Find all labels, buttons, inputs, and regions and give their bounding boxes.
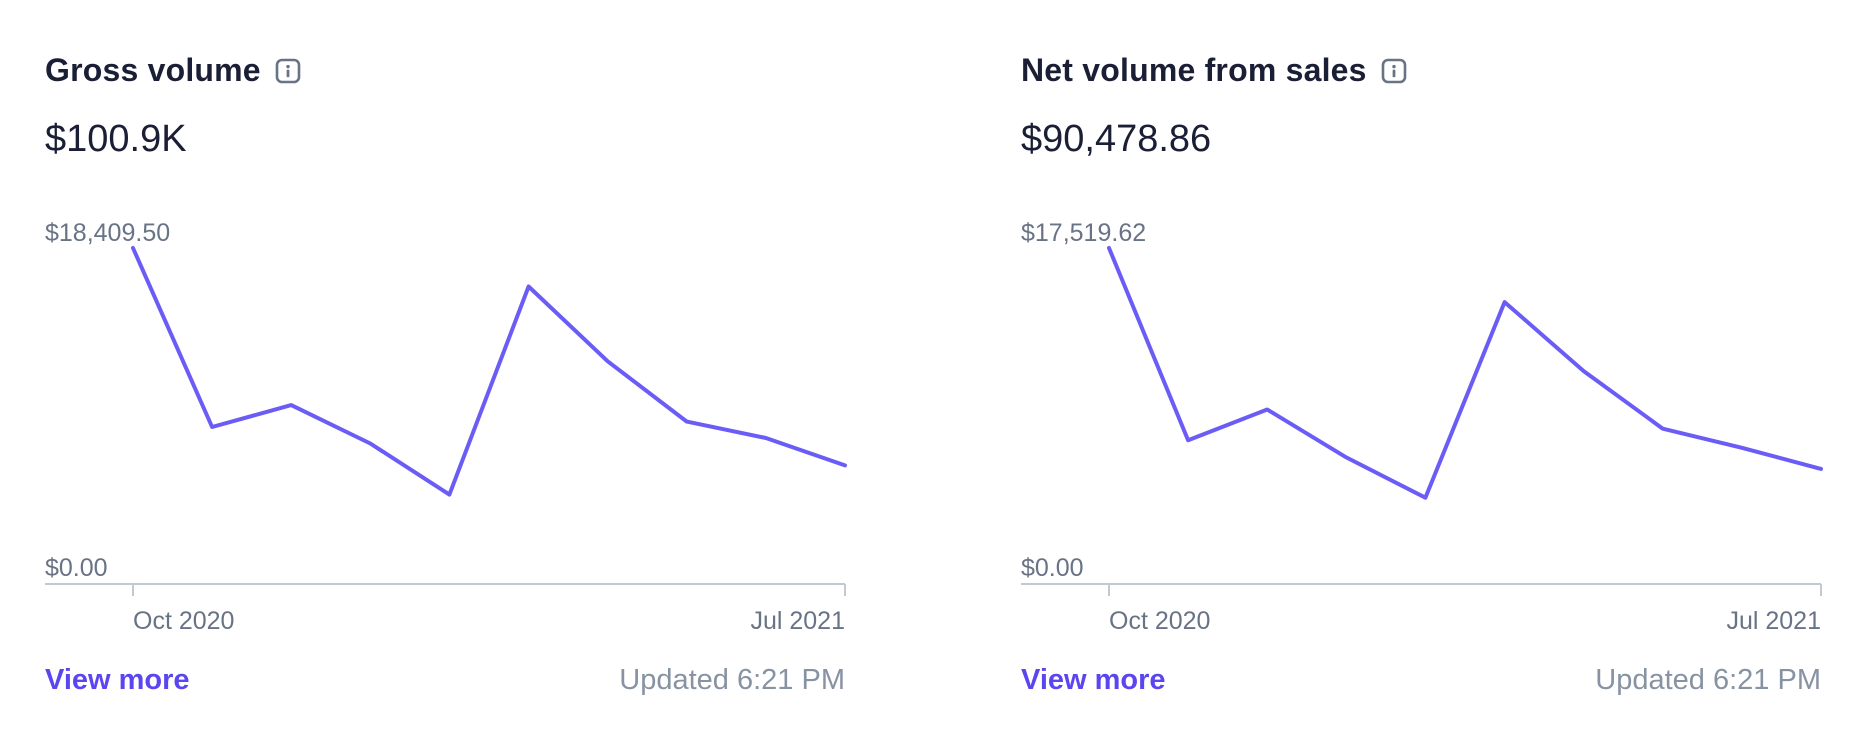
y-tick-label-max: $18,409.50: [45, 219, 170, 247]
card-value: $90,478.86: [1021, 118, 1212, 160]
x-tick-label: Jul 2021: [750, 607, 845, 635]
y-tick-label-max: $17,519.62: [1021, 219, 1146, 247]
card-title-row: Gross volume: [45, 52, 301, 89]
card-value: $100.9K: [45, 118, 187, 160]
card-title: Gross volume: [45, 52, 261, 88]
gross-volume-chart: $18,409.50 $0.00 Oct 2020 Jul 2021: [45, 219, 847, 635]
net-volume-chart: $17,519.62 $0.00 Oct 2020 Jul 2021: [1021, 219, 1823, 635]
card-title: Net volume from sales: [1021, 52, 1367, 88]
updated-time: Updated 6:21 PM: [619, 664, 845, 696]
info-icon[interactable]: [275, 58, 301, 84]
gross-volume-card: Gross volume $100.9K $18,409.50 $0.00 Oct …: [45, 0, 865, 732]
series-line: [131, 246, 847, 497]
updated-time: Updated 6:21 PM: [1595, 664, 1821, 696]
info-icon[interactable]: [1381, 58, 1407, 84]
x-tick-label: Oct 2020: [1109, 607, 1210, 635]
card-title-row: Net volume from sales: [1021, 52, 1407, 89]
x-tick-label: Oct 2020: [133, 607, 234, 635]
y-tick-label-min: $0.00: [45, 554, 108, 582]
view-more-link[interactable]: View more: [1021, 664, 1166, 696]
x-tick-label: Jul 2021: [1726, 607, 1821, 635]
view-more-link[interactable]: View more: [45, 664, 190, 696]
net-volume-card: Net volume from sales $90,478.86 $17,519…: [1021, 0, 1841, 732]
y-tick-label-min: $0.00: [1021, 554, 1084, 582]
series-line: [1107, 246, 1823, 500]
